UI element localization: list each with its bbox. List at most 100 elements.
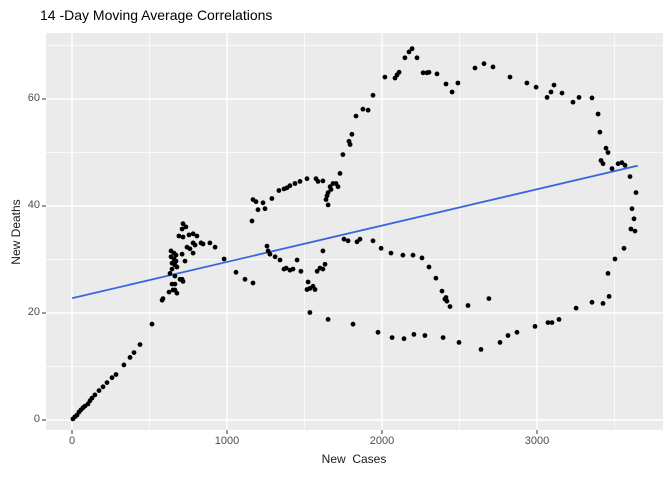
data-point — [242, 276, 248, 282]
data-point — [183, 224, 189, 230]
data-point — [449, 89, 455, 95]
data-point — [570, 99, 576, 105]
data-point — [262, 206, 268, 212]
data-point — [294, 257, 300, 263]
data-point — [190, 231, 196, 237]
data-point — [260, 200, 266, 206]
data-point — [400, 252, 406, 258]
y-tick-label: 40 — [27, 199, 40, 211]
data-point — [401, 336, 407, 342]
y-tick-label: 20 — [27, 306, 40, 318]
data-point — [272, 254, 278, 260]
data-point — [472, 65, 478, 71]
data-point — [320, 178, 326, 184]
data-point — [325, 202, 331, 208]
x-tick-label: 2000 — [369, 435, 395, 447]
data-point — [325, 317, 331, 322]
data-point — [486, 296, 492, 301]
data-point — [465, 303, 471, 308]
data-point — [200, 241, 206, 247]
data-point — [605, 271, 611, 276]
data-point — [337, 171, 343, 176]
data-point — [345, 238, 351, 244]
data-point — [443, 81, 449, 87]
data-point — [127, 355, 133, 360]
data-point — [325, 190, 331, 196]
data-point — [406, 49, 412, 55]
data-point — [92, 392, 98, 398]
data-point — [589, 95, 595, 101]
data-point — [505, 333, 511, 338]
data-point — [131, 350, 137, 355]
data-point — [497, 340, 503, 345]
data-point — [176, 233, 182, 239]
data-point — [350, 321, 356, 327]
data-point — [307, 310, 313, 315]
data-point — [253, 199, 259, 205]
data-point — [629, 206, 635, 212]
data-point — [179, 226, 185, 232]
data-point — [532, 324, 538, 329]
data-point — [304, 176, 310, 182]
x-axis-title: New Cases — [321, 452, 387, 466]
data-point — [180, 221, 186, 227]
data-point — [190, 250, 196, 256]
data-point — [287, 183, 293, 189]
data-point — [633, 190, 639, 196]
data-point — [556, 317, 562, 322]
data-point — [514, 329, 520, 335]
data-point — [545, 320, 551, 325]
data-point — [207, 240, 213, 246]
data-point — [382, 74, 388, 80]
data-point — [426, 264, 432, 270]
data-point — [328, 187, 334, 192]
data-point — [360, 106, 366, 112]
data-point — [559, 90, 565, 96]
data-point — [388, 250, 394, 256]
data-point — [455, 80, 461, 86]
data-point — [632, 228, 638, 234]
data-point — [173, 252, 179, 258]
data-point — [353, 113, 359, 119]
data-point — [109, 375, 115, 381]
data-point — [605, 150, 611, 155]
data-point — [414, 55, 420, 61]
data-point — [104, 380, 110, 385]
data-point — [187, 246, 193, 252]
data-point — [597, 129, 603, 135]
data-point — [627, 174, 633, 180]
data-point — [267, 251, 273, 257]
data-point — [180, 279, 186, 284]
data-point — [221, 256, 227, 262]
data-point — [349, 131, 355, 137]
data-point — [315, 179, 321, 184]
data-point — [167, 271, 173, 276]
data-point — [276, 188, 282, 193]
data-point — [314, 268, 320, 274]
data-point — [548, 89, 554, 95]
data-point — [169, 281, 175, 287]
data-point — [456, 340, 462, 345]
data-point — [269, 196, 275, 201]
data-point — [249, 218, 255, 224]
data-point — [622, 162, 628, 168]
data-point — [194, 233, 200, 239]
data-point — [439, 288, 445, 294]
data-point — [341, 236, 347, 242]
data-point — [298, 268, 304, 274]
data-point — [250, 280, 256, 286]
data-point — [440, 335, 446, 340]
data-point — [507, 74, 513, 80]
data-point — [312, 287, 318, 292]
data-point — [409, 46, 415, 52]
data-point — [180, 234, 186, 240]
data-point — [174, 264, 180, 270]
y-tick-label: 0 — [33, 413, 40, 425]
data-point — [186, 232, 192, 238]
data-point — [600, 161, 606, 167]
data-point — [182, 258, 188, 264]
data-point — [595, 111, 601, 117]
data-point — [443, 295, 449, 300]
data-point — [544, 95, 550, 100]
